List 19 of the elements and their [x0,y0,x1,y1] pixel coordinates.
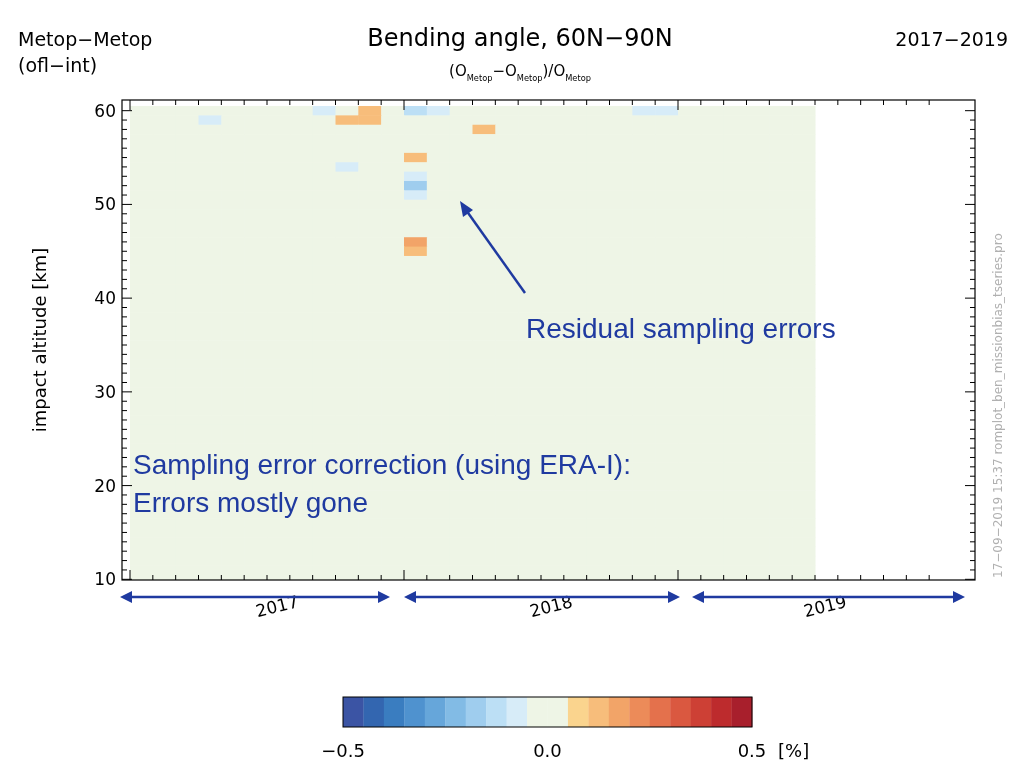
y-tick-label: 50 [94,194,116,215]
y-tick-label: 60 [94,100,116,121]
y-tick-label: 30 [94,381,116,402]
y-tick-label: 10 [94,569,116,590]
color-bar-label: 0.0 [533,740,562,761]
text: 17−09−2019 15:37 romplot_ben_missionbias_tseries.pro [991,233,1005,578]
x-tick-label: 2019 [801,591,849,622]
text: Metop−Metop (ofl−int) [18,28,153,76]
annotation: Residual sampling errors [526,313,836,344]
color-bar-label: −0.5 [321,740,365,761]
text: 2017−2019 [895,28,1008,50]
annotation: Sampling error correction (using ERA-I): Errors mostly gone [133,449,631,518]
y-tick-label: 40 [94,288,116,309]
color-bar-label: 0.5 [737,740,767,761]
chart-subtitle: (O$_{Metop}$−O$_{Metop}$)/O$_{Metop}$ [449,62,591,83]
chart-title: Bending angle, 60N−90N [367,24,673,52]
color-bar-title: [%] [778,740,810,761]
y-tick-label: 20 [94,475,116,496]
y-axis-title: impact altitude [km] [29,247,50,433]
